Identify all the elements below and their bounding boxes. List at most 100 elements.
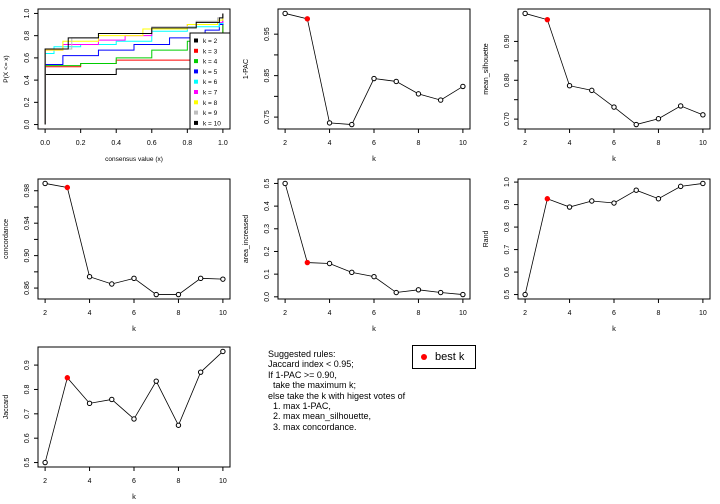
data-point [589, 198, 595, 204]
x-tick-label: 6 [132, 310, 136, 317]
x-axis-label: k [612, 154, 616, 163]
data-point [175, 422, 182, 428]
data-point [677, 183, 684, 190]
y-tick-label: 0.4 [264, 201, 271, 211]
x-tick-label: 10 [699, 310, 707, 317]
y-tick-label: 0.8 [24, 384, 31, 394]
data-point [175, 291, 182, 298]
legend-swatch [194, 48, 198, 53]
best-k-point [64, 184, 71, 191]
y-axis-label: 1-PAC [243, 59, 250, 79]
y-axis-label: area_increased [243, 215, 250, 263]
plot-box [277, 8, 471, 130]
x-axis-label: k [612, 324, 616, 333]
x-tick-label: 0.0 [40, 140, 50, 147]
y-tick-label: 0.6 [24, 53, 31, 63]
y-tick-label: 0.2 [24, 97, 31, 107]
x-tick-label: 6 [132, 478, 136, 485]
data-point [415, 287, 422, 293]
best-k-label: best k [435, 351, 465, 363]
data-point [220, 348, 226, 355]
y-tick-label: 0.7 [504, 245, 511, 255]
legend-label: k = 6 [203, 79, 218, 86]
y-tick-label: 0.5 [504, 290, 511, 300]
best-k-point [304, 259, 311, 266]
y-tick-label: 0.7 [24, 409, 31, 419]
data-point [655, 196, 662, 202]
y-tick-label: 0.85 [264, 69, 271, 83]
data-point [42, 459, 48, 466]
metric-line [524, 183, 703, 295]
data-point [326, 120, 333, 126]
ecdf-line-k10 [44, 13, 224, 125]
legend-swatch [194, 90, 198, 94]
best-k-legend: best k [412, 345, 476, 369]
y-tick-label: 0.80 [504, 73, 511, 87]
rule-line: 3. max concordance. [268, 421, 357, 432]
data-point [700, 180, 706, 187]
best-k-point [64, 375, 71, 381]
data-point [460, 291, 466, 298]
data-point [700, 112, 706, 118]
y-tick-label: 0.9 [504, 200, 511, 210]
legend-swatch [194, 79, 198, 84]
data-point [349, 269, 355, 276]
data-point [220, 276, 226, 282]
legend-label: k = 9 [203, 110, 218, 117]
y-tick-label: 0.0 [24, 120, 31, 130]
data-point [153, 378, 159, 384]
data-point [415, 91, 422, 97]
data-point [371, 273, 377, 280]
plot-box [517, 8, 711, 130]
y-axis-label: Rand [483, 231, 490, 248]
y-tick-label: 0.3 [264, 224, 271, 234]
data-point [86, 400, 93, 407]
rule-line: 2. max mean_silhouette, [268, 411, 372, 422]
x-tick-label: 8 [176, 310, 180, 317]
best-k-point [544, 16, 551, 23]
data-point [153, 291, 159, 298]
plot-box [277, 178, 471, 300]
data-point [371, 75, 377, 82]
y-tick-label: 0.94 [24, 216, 31, 230]
x-tick-label: 4 [328, 310, 332, 317]
data-point [522, 10, 528, 17]
data-point [42, 180, 48, 187]
x-tick-label: 10 [699, 140, 707, 147]
y-tick-label: 0.8 [504, 222, 511, 232]
x-tick-label: 6 [612, 140, 616, 147]
metric-line [285, 13, 464, 125]
x-tick-label: 10 [459, 310, 467, 317]
x-tick-label: 0.6 [147, 140, 157, 147]
rule-line: take the maximum k; [268, 380, 357, 391]
legend-swatch [194, 100, 198, 105]
x-tick-label: 4 [328, 140, 332, 147]
y-tick-label: 1.0 [504, 177, 511, 187]
y-tick-label: 0.6 [504, 267, 511, 277]
x-tick-label: 10 [219, 310, 227, 317]
y-tick-label: 0.90 [504, 34, 511, 48]
data-point [393, 289, 399, 296]
data-point [522, 291, 528, 298]
y-tick-label: 0.4 [24, 75, 31, 85]
legend-label: k = 5 [203, 69, 218, 76]
x-axis-label: k [132, 324, 136, 333]
x-tick-label: 0.2 [76, 140, 86, 147]
x-tick-label: 0.4 [111, 140, 121, 147]
x-tick-label: 8 [656, 310, 660, 317]
y-tick-label: 0.6 [24, 433, 31, 443]
x-tick-label: 8 [416, 310, 420, 317]
x-tick-label: 4 [88, 310, 92, 317]
data-point [655, 116, 662, 122]
x-axis-label: k [132, 492, 136, 501]
y-tick-label: 0.8 [24, 31, 31, 41]
legend-label: k = 2 [203, 38, 218, 45]
y-axis-label: mean_silhouette [483, 43, 490, 94]
x-tick-label: 2 [523, 310, 527, 317]
legend-swatch [194, 38, 198, 43]
y-tick-label: 0.5 [24, 458, 31, 468]
x-tick-label: 4 [568, 140, 572, 147]
x-axis-label: k [372, 324, 376, 333]
data-point [349, 121, 355, 128]
data-point [566, 204, 573, 210]
